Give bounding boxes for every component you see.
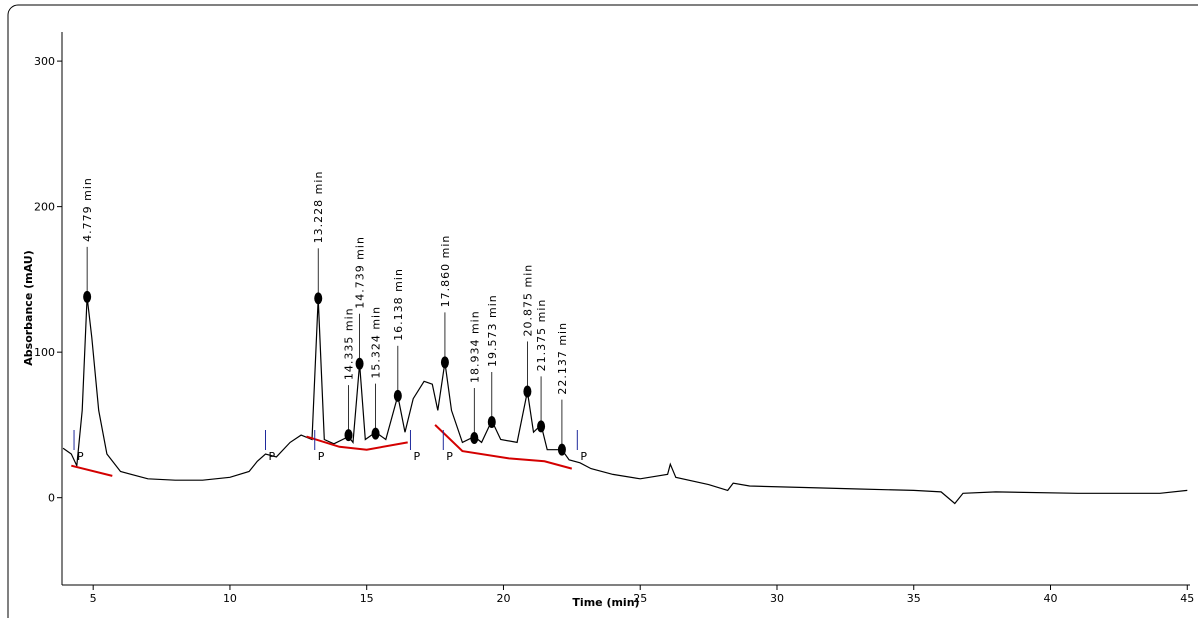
peak-label: 16.138 min bbox=[392, 268, 405, 341]
peak-marker bbox=[371, 427, 380, 440]
x-tick-label: 40 bbox=[1044, 592, 1058, 605]
x-tick-label: 10 bbox=[223, 592, 237, 605]
x-tick-label: 25 bbox=[633, 592, 647, 605]
x-tick-label: 35 bbox=[907, 592, 921, 605]
x-tick-label: 20 bbox=[496, 592, 510, 605]
marker-label: P bbox=[268, 450, 275, 463]
trace bbox=[62, 296, 1188, 505]
peak-label: 14.739 min bbox=[354, 236, 367, 309]
peak-marker bbox=[440, 356, 449, 369]
peak-marker bbox=[523, 385, 532, 398]
y-tick-label: 0 bbox=[48, 492, 55, 505]
peak-label: 17.860 min bbox=[439, 235, 452, 308]
peak-label: 19.573 min bbox=[486, 294, 499, 367]
marker-label: P bbox=[413, 450, 420, 463]
y-tick-label: 100 bbox=[34, 346, 55, 359]
peak-label: 15.324 min bbox=[370, 306, 383, 379]
x-tick-label: 30 bbox=[770, 592, 784, 605]
peak-marker bbox=[537, 420, 546, 433]
peak-label: 4.779 min bbox=[81, 177, 94, 242]
peak-marker bbox=[314, 292, 323, 305]
marker-label: P bbox=[446, 450, 453, 463]
peak-label: 21.375 min bbox=[535, 299, 548, 372]
y-tick-label: 200 bbox=[34, 201, 55, 214]
y-axis-label: Absorbance (mAU) bbox=[22, 250, 35, 365]
x-tick-label: 15 bbox=[360, 592, 374, 605]
trace bbox=[71, 424, 573, 477]
peak-label: 14.335 min bbox=[343, 307, 356, 380]
peak-marker bbox=[487, 416, 496, 429]
peak-marker bbox=[355, 357, 364, 370]
peak-label: 13.228 min bbox=[312, 171, 325, 244]
peak-label: 18.934 min bbox=[468, 310, 481, 383]
peak-marker bbox=[83, 290, 92, 303]
marker-label: P bbox=[77, 450, 84, 463]
frame bbox=[7, 4, 1198, 622]
marker-label: P bbox=[580, 450, 587, 463]
x-tick-label: 5 bbox=[90, 592, 97, 605]
peak-marker bbox=[393, 389, 402, 402]
marker-label: P bbox=[318, 450, 325, 463]
peak-marker bbox=[470, 432, 479, 445]
peak-marker bbox=[557, 443, 566, 456]
peak-label: 22.137 min bbox=[556, 322, 569, 395]
peak-label: 20.875 min bbox=[521, 264, 534, 337]
peak-marker bbox=[344, 429, 353, 442]
y-tick-label: 300 bbox=[34, 55, 55, 68]
x-tick-label: 45 bbox=[1180, 592, 1194, 605]
x-axis-label: Time (min) bbox=[572, 596, 639, 609]
